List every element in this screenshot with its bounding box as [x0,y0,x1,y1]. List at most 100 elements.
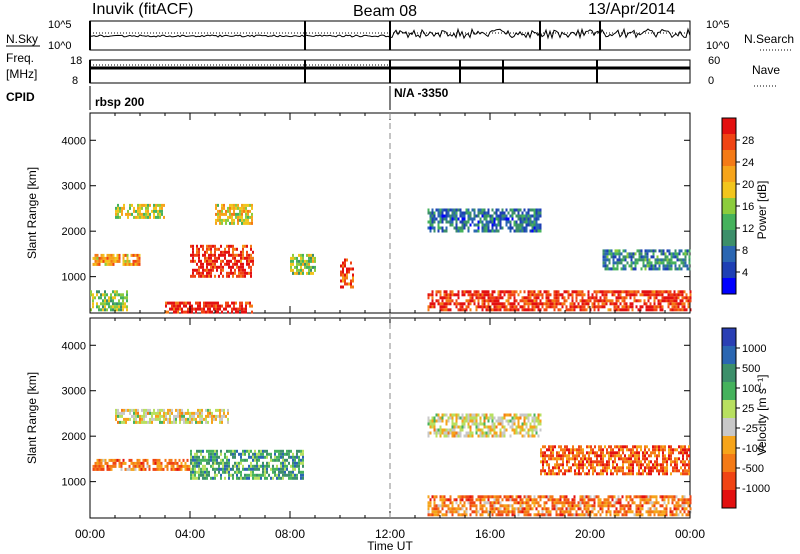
data-cell [161,420,163,424]
data-cell [644,460,646,464]
data-cell [192,256,194,260]
data-cell [298,259,300,263]
data-cell [519,504,522,508]
data-cell [491,425,494,429]
data-cell [616,252,619,256]
data-cell [176,467,179,471]
data-cell [453,422,456,426]
data-cell [668,454,670,458]
data-cell [564,445,566,449]
data-cell [682,261,685,265]
data-cell [129,411,131,415]
data-cell [593,504,596,508]
data-cell [134,467,137,471]
data-cell [190,467,192,471]
data-cell [650,454,652,458]
data-cell [621,495,624,499]
data-cell [527,513,530,517]
data-cell [529,507,532,511]
data-cell [429,419,432,423]
data-cell [670,460,672,464]
data-cell [548,445,550,449]
data-cell [515,501,518,505]
data-cell [519,495,522,499]
data-cell [254,449,256,453]
data-cell [629,290,632,294]
data-cell [170,467,173,471]
data-cell [608,445,610,449]
data-cell [610,451,612,455]
data-cell [517,510,520,514]
data-cell [642,472,644,476]
data-cell [670,252,673,256]
data-cell [308,271,310,275]
data-cell [489,428,492,432]
data-cell [503,308,506,312]
data-cell [631,510,634,514]
power-panel-data [90,203,692,314]
colorbar-swatch [722,134,736,150]
data-cell [491,428,494,432]
data-cell [115,209,117,213]
data-cell [666,249,669,253]
data-cell [578,460,580,464]
data-cell [161,414,163,418]
data-cell [190,449,192,453]
data-cell [467,220,470,224]
data-cell [621,513,624,517]
data-cell [586,466,588,470]
data-cell [266,467,268,471]
data-cell [227,209,229,213]
data-cell [221,209,223,213]
data-cell [210,268,212,272]
data-cell [661,308,664,312]
data-cell [352,267,354,271]
data-cell [250,244,252,248]
data-cell [655,501,658,505]
data-cell [517,419,520,423]
data-cell [603,501,606,505]
data-cell [543,308,546,312]
data-cell [573,302,576,306]
data-cell [533,504,536,508]
data-cell [513,211,516,215]
data-cell [193,414,195,418]
data-cell [503,293,506,297]
data-cell [110,253,113,257]
data-cell [636,258,639,262]
data-cell [621,296,624,300]
data-cell [143,414,145,418]
data-cell [240,256,242,260]
data-cell [94,296,96,300]
data-cell [98,262,101,266]
data-cell [155,206,157,210]
data-cell [591,504,594,508]
data-cell [252,455,254,459]
data-cell [292,473,294,477]
data-cell [491,422,494,426]
data-cell [567,498,570,502]
data-cell [487,211,490,215]
data-cell [481,507,484,511]
data-cell [196,476,198,480]
data-cell [220,253,222,257]
data-cell [622,472,624,476]
data-cell [493,498,496,502]
data-cell [609,501,612,505]
data-cell [604,469,606,473]
data-cell [670,457,672,461]
data-cell [245,304,247,308]
data-cell [628,457,630,461]
data-cell [142,467,145,471]
data-cell [223,414,225,418]
data-cell [198,253,200,257]
data-cell [288,461,290,465]
data-cell [573,498,576,502]
data-cell [451,413,454,417]
data-cell [117,411,119,415]
data-cell [461,498,464,502]
data-cell [122,302,124,306]
data-cell [304,265,306,269]
data-cell [475,425,478,429]
data-cell [459,229,462,233]
